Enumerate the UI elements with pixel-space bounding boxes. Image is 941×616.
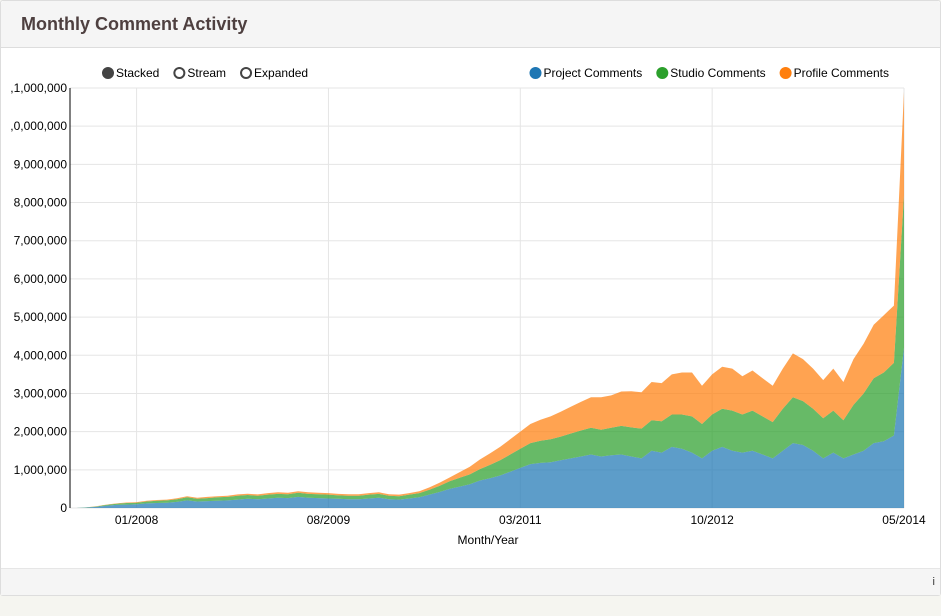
y-tick-label: 6,000,000	[14, 272, 68, 286]
legend-item-2[interactable]: Profile Comments	[779, 66, 889, 80]
radio-icon	[173, 67, 186, 79]
y-tick-label: 1,000,000	[14, 463, 68, 477]
radio-icon	[102, 67, 114, 79]
x-tick-label: 03/2011	[499, 513, 542, 527]
y-tick-label: 3,000,000	[14, 386, 68, 400]
area-series-1[interactable]	[76, 194, 904, 508]
legend-swatch-icon	[779, 67, 792, 79]
x-tick-label: 08/2009	[307, 513, 351, 527]
y-tick-label: ,1,000,000	[10, 81, 67, 95]
legend-label: Profile Comments	[794, 66, 889, 80]
stacked-area-chart: 0 1,000,000 2,000,000 3,000,000 4,000,000 5,0…	[10, 66, 926, 547]
control-label: Expanded	[254, 66, 308, 80]
panel-heading: Monthly Comment Activity	[1, 1, 940, 48]
x-tick-label: 10/2012	[690, 513, 734, 527]
legend-item-0[interactable]: Project Comments	[529, 66, 643, 80]
y-tick-label: 5,000,000	[14, 310, 68, 324]
y-tick-labels: 0 1,000,000 2,000,000 3,000,000 4,000,000 5,0…	[10, 81, 67, 515]
legend-item-1[interactable]: Studio Comments	[656, 66, 766, 80]
x-tick-labels: 01/200808/200903/201110/201205/201412/20…	[115, 513, 926, 527]
control-stacked[interactable]: Stacked	[102, 66, 159, 80]
legend-label: Studio Comments	[670, 66, 765, 80]
x-tick-label: 05/2014	[882, 513, 926, 527]
panel-title: Monthly Comment Activity	[21, 14, 248, 34]
legend-swatch-icon	[529, 67, 542, 79]
legend-swatch-icon	[656, 67, 669, 79]
panel-footer: i	[1, 568, 940, 595]
y-tick-label: 7,000,000	[14, 234, 68, 248]
control-label: Stream	[187, 66, 226, 80]
y-tick-label: 8,000,000	[14, 196, 68, 210]
control-label: Stacked	[116, 66, 159, 80]
y-tick-label: 4,000,000	[14, 348, 68, 362]
stack-style-controls: Stacked Stream Expanded	[102, 66, 308, 80]
legend-label: Project Comments	[544, 66, 643, 80]
x-axis-label: Month/Year	[458, 533, 519, 547]
control-expanded[interactable]: Expanded	[240, 66, 308, 80]
y-tick-label: 9,000,000	[14, 157, 68, 171]
x-tick-label: 01/2008	[115, 513, 159, 527]
area-series-2[interactable]	[76, 91, 904, 509]
control-stream[interactable]: Stream	[173, 66, 226, 80]
legend: Project Comments Studio Comments Profile C…	[529, 66, 889, 80]
area-series-0[interactable]	[76, 347, 904, 508]
y-tick-label: ,0,000,000	[10, 119, 67, 133]
y-tick-label: 0	[60, 501, 67, 515]
area-series-layer	[76, 91, 904, 509]
y-tick-label: 2,000,000	[14, 425, 68, 439]
info-icon[interactable]: i	[932, 576, 935, 588]
radio-icon	[240, 67, 253, 79]
